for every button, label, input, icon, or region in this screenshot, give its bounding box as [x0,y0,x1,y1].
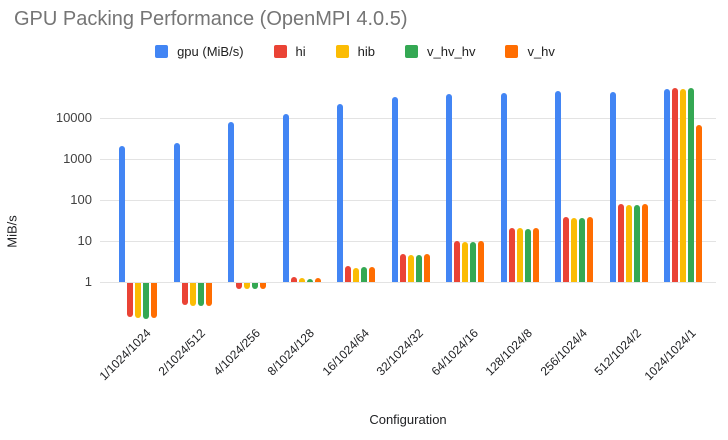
x-axis-label: 4/1024/256 [210,326,263,379]
legend-swatch-icon [155,45,169,58]
x-axis-label: 2/1024/512 [156,326,209,379]
y-axis-title: MiB/s [4,215,20,248]
bar-v_hv[interactable] [423,254,430,282]
x-axis-label: 8/1024/128 [265,326,318,379]
x-axis-label: 32/1024/32 [374,326,427,379]
bar-v_hv[interactable] [532,228,539,282]
bar-hib[interactable] [353,267,359,282]
bar-hi[interactable] [508,227,515,282]
bar-gpu (MiB/s)[interactable] [228,122,234,282]
bar-hib[interactable] [462,241,468,282]
bar-hib[interactable] [135,283,141,318]
bar-v_hv_hv[interactable] [470,241,476,282]
bar-hi[interactable] [290,277,297,282]
bar-hi[interactable] [563,217,569,282]
bar-v_hv[interactable] [314,278,321,282]
bar-gpu (MiB/s)[interactable] [173,142,180,282]
bar-hi[interactable] [127,283,133,317]
legend-swatch-icon [335,45,349,58]
legend-item-v-hv-hv: v_hv_hv [405,44,475,59]
bar-v_hv[interactable] [641,204,648,282]
bar-gpu (MiB/s)[interactable] [500,92,507,282]
bar-hi[interactable] [617,203,624,282]
x-axis-label: 1/1024/1024 [96,326,154,384]
bar-v_hv_hv[interactable] [361,267,367,282]
x-axis-label: 256/1024/4 [537,326,590,379]
legend-item-hi: hi [273,44,306,59]
bar-v_hv[interactable] [260,283,266,290]
gridline [100,199,716,201]
bar-v_hv_hv[interactable] [579,217,585,282]
x-axis-label: 128/1024/8 [483,326,536,379]
bar-gpu (MiB/s)[interactable] [446,93,452,282]
bar-gpu (MiB/s)[interactable] [282,114,289,282]
bar-v_hv_hv[interactable] [143,283,149,320]
bar-v_hv_hv[interactable] [633,205,640,282]
bar-v_hv_hv[interactable] [415,254,422,282]
legend-swatch-icon [405,45,419,58]
y-tick-label: 1000 [63,151,92,166]
bar-v_hv[interactable] [151,283,157,318]
bar-gpu (MiB/s)[interactable] [337,103,343,282]
gridline [100,281,716,283]
legend-label: hi [295,44,306,59]
bar-v_hv_hv[interactable] [524,228,531,282]
y-tick-label: 1 [84,274,92,289]
bar-hib[interactable] [516,228,523,282]
y-tick-label: 10000 [55,110,92,125]
bar-hib[interactable] [680,88,686,282]
x-axis-label: 512/1024/2 [592,326,645,379]
gridline [100,240,716,242]
y-tick-label: 100 [70,192,92,207]
bar-hi[interactable] [672,87,678,282]
bar-gpu (MiB/s)[interactable] [391,97,398,282]
bar-v_hv[interactable] [205,283,212,306]
legend-swatch-icon [273,45,287,58]
legend-item-gpu-mib-s-: gpu (MiB/s) [155,44,244,59]
x-axis-label: 16/1024/64 [319,326,372,379]
y-tick-label: 10 [77,233,92,248]
bar-hib[interactable] [407,254,414,282]
bar-hib[interactable] [571,217,577,282]
x-axis-label: 64/1024/16 [428,326,481,379]
x-axis-title: Configuration [369,412,447,427]
legend-label: gpu (MiB/s) [177,44,244,59]
bar-hib[interactable] [189,283,196,306]
gridline [100,158,716,160]
bar-hi[interactable] [454,241,460,282]
legend: gpu (MiB/s) hi hib v_hv_hv v_hv [0,44,710,59]
bar-v_hv[interactable] [587,217,593,282]
bar-v_hv_hv[interactable] [306,278,313,282]
bar-gpu (MiB/s)[interactable] [119,145,125,282]
bar-gpu (MiB/s)[interactable] [555,91,561,282]
bar-v_hv[interactable] [369,267,375,282]
legend-label: v_hv [527,44,555,59]
legend-item-v-hv: v_hv [505,44,555,59]
bar-gpu (MiB/s)[interactable] [664,88,670,282]
legend-label: hib [357,44,376,59]
bar-hi[interactable] [399,254,406,282]
bar-v_hv_hv[interactable] [197,283,204,307]
x-axis-label: 1024/1024/1 [641,326,699,384]
bar-hib[interactable] [244,283,250,289]
bar-v_hv_hv[interactable] [688,87,694,282]
bar-v_hv_hv[interactable] [252,283,258,289]
bar-hi[interactable] [181,283,188,306]
bar-hib[interactable] [625,204,632,282]
bar-gpu (MiB/s)[interactable] [609,92,616,282]
legend-label: v_hv_hv [427,44,476,59]
chart-title: GPU Packing Performance (OpenMPI 4.0.5) [14,8,408,30]
gridline [100,117,716,119]
legend-swatch-icon [505,45,519,58]
bar-v_hv[interactable] [696,125,702,282]
bar-hi[interactable] [236,283,242,289]
bar-hib[interactable] [298,278,305,282]
legend-item-hib: hib [335,44,376,59]
bar-hi[interactable] [345,266,351,282]
bar-v_hv[interactable] [478,241,484,282]
